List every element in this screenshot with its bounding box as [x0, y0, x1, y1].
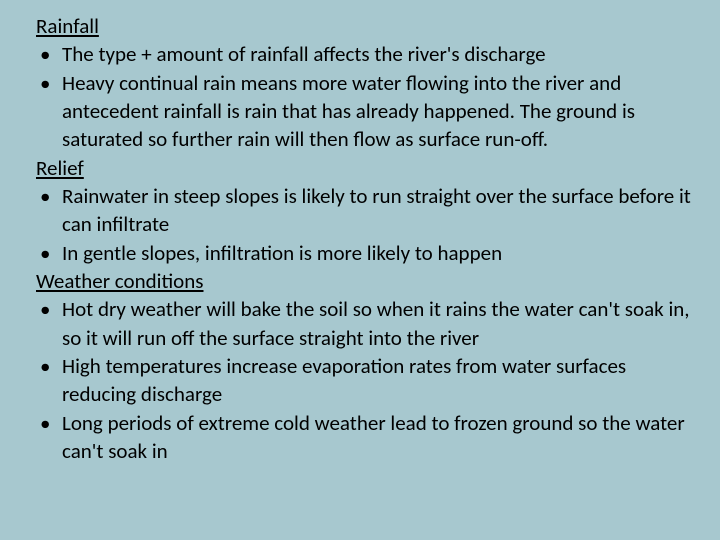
list-item: The type + amount of rainfall affects th… [28, 40, 692, 68]
list-relief: Rainwater in steep slopes is likely to r… [28, 182, 692, 267]
list-item: Heavy continual rain means more water fl… [28, 69, 692, 154]
heading-relief: Relief [36, 154, 692, 182]
list-rainfall: The type + amount of rainfall affects th… [28, 40, 692, 153]
list-item: Hot dry weather will bake the soil so wh… [28, 295, 692, 352]
heading-weather: Weather conditions [36, 267, 692, 295]
slide-content: Rainfall The type + amount of rainfall a… [28, 12, 692, 466]
list-item: Long periods of extreme cold weather lea… [28, 409, 692, 466]
list-item: In gentle slopes, infiltration is more l… [28, 239, 692, 267]
list-item: High temperatures increase evaporation r… [28, 352, 692, 409]
list-weather: Hot dry weather will bake the soil so wh… [28, 295, 692, 465]
list-item: Rainwater in steep slopes is likely to r… [28, 182, 692, 239]
heading-rainfall: Rainfall [36, 12, 692, 40]
